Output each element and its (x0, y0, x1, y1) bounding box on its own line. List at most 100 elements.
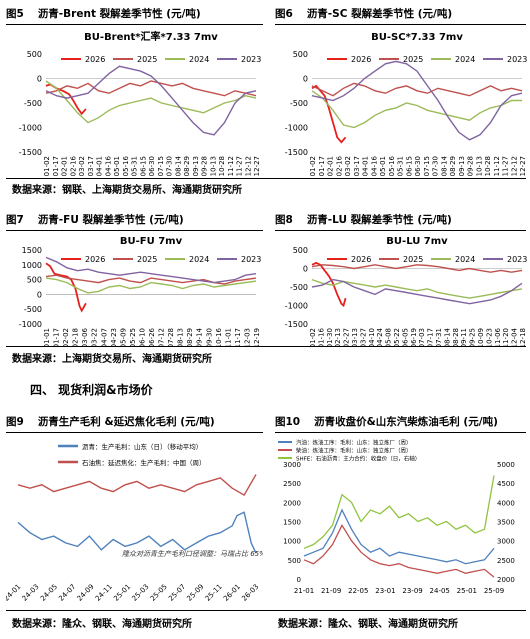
y-tick-label: 500 (27, 50, 42, 59)
x-tick-label: 08-14 (440, 155, 448, 176)
x-tick-label: 05-16 (122, 155, 130, 176)
series-line-2023 (45, 256, 257, 284)
x-tick-label: 01-02 (43, 156, 51, 176)
x-tick-label: 24-09 (76, 583, 96, 603)
x-tick-label: 25-09 (484, 587, 504, 595)
fig10-source: 数据来源：隆众、钢联、海通期货研究所 (278, 619, 458, 630)
legend-label: 石油焦：延迟焦化：生产毛利：中国（周） (82, 458, 206, 467)
y-tick-label: 0 (37, 290, 42, 299)
fig7-label: 图7 (6, 214, 24, 226)
x-tick-label: 06-15 (139, 156, 147, 176)
x-tick-label: 07-15 (157, 156, 165, 176)
x-tick-label: 25-09 (185, 583, 205, 603)
legend-label-2024: 2024 (189, 255, 209, 264)
y-tick-left: 1000 (283, 538, 301, 546)
chart-title: BU-LU 7mv (386, 236, 448, 247)
y-tick-label: 1500 (22, 246, 42, 255)
y-tick-label: 500 (293, 246, 308, 255)
y-tick-label: 500 (27, 276, 42, 285)
x-tick-label: 08-29 (449, 156, 457, 176)
x-tick-label: 26-03 (240, 583, 260, 603)
series-line (303, 508, 495, 565)
chart-title: BU-SC*7.33 7mv (371, 32, 463, 43)
x-tick-label: 07-17 (427, 328, 435, 346)
legend-label-2025: 2025 (403, 55, 423, 64)
fig5-source: 数据来源：钢联、上海期货交易所、海通期货研究所 (12, 185, 242, 196)
x-tick-label: 10-16 (215, 327, 223, 346)
x-tick-label: 03-17 (87, 156, 95, 176)
legend-label-2023: 2023 (241, 255, 261, 264)
y-tick-label: 0 (37, 75, 42, 84)
y-tick-right: 3500 (497, 519, 515, 527)
y-tick-label: -500 (24, 305, 42, 314)
x-tick-label: 03-22 (91, 328, 99, 346)
y-tick-right: 4000 (497, 499, 515, 507)
x-tick-label: 05-01 (113, 156, 121, 176)
x-tick-label: 04-24 (376, 327, 384, 346)
x-tick-label: 08-29 (183, 156, 191, 176)
y-tick-label: -1500 (285, 320, 308, 329)
y-tick-right: 5000 (497, 461, 515, 469)
x-tick-label: 04-10 (368, 328, 376, 346)
fig8-title: 图8 沥青-LU 裂解差季节性 (元/吨) (275, 212, 452, 227)
legend-label-2023: 2023 (241, 55, 261, 64)
y-tick-left: 2500 (283, 480, 301, 488)
y-tick-left: 0 (297, 576, 301, 584)
legend-label-2025: 2025 (137, 55, 157, 64)
series-line-2023 (311, 278, 523, 305)
x-tick-label: 06-05 (401, 328, 409, 346)
x-tick-label: 11-20 (502, 328, 510, 346)
x-tick-label: 09-13 (192, 156, 200, 176)
x-tick-label: 02-13 (334, 328, 342, 346)
fig6-title: 图6 沥青-SC 裂解差季节性 (元/吨) (275, 6, 452, 21)
x-tick-label: 07-31 (435, 328, 443, 346)
x-tick-label: 01-02 (309, 156, 317, 176)
y-tick-label: 1000 (22, 261, 42, 270)
y-tick-label: -500 (290, 99, 308, 108)
series-line-2026 (311, 261, 347, 308)
x-tick-label: 21-01 (294, 587, 314, 595)
y-tick-label: 0 (303, 75, 308, 84)
legend-label-2025: 2025 (137, 255, 157, 264)
x-tick-label: 03-13 (351, 328, 359, 346)
x-tick-label: 04-01 (96, 156, 104, 176)
x-tick-label: 05-01 (379, 156, 387, 176)
x-tick-label: 24-05 (430, 587, 450, 595)
fig8-label: 图8 (275, 214, 293, 226)
note-text: 隆众对沥青生产毛利口径调整：马瑞占比 65%，稀释沥青占比 35% (122, 550, 263, 558)
series-line-2024 (45, 277, 257, 294)
x-tick-label: 05-16 (388, 155, 396, 176)
x-tick-label: 10-09 (477, 328, 485, 346)
series-line-2025 (311, 264, 523, 273)
x-tick-label: 02-27 (343, 328, 351, 346)
chart-title: BU-Brent*汇率*7.33 7mv (84, 30, 218, 43)
x-tick-label: 12-12 (510, 156, 518, 176)
fig5-top-rule (6, 24, 263, 25)
x-tick-label: 12-19 (253, 328, 261, 346)
x-tick-label: 24-07 (57, 583, 77, 603)
y-tick-label: 0 (303, 265, 308, 274)
series-line-2025 (311, 82, 523, 97)
y-tick-left: 1500 (283, 519, 301, 527)
x-tick-label: 05-31 (131, 156, 139, 176)
x-tick-label: 09-30 (205, 328, 213, 346)
y-tick-label: -1500 (285, 148, 308, 157)
fig10-caption: 沥青收盘价&山东汽柴炼油毛利 (元/吨) (314, 416, 498, 428)
fig7-caption: 沥青-FU 裂解差季节性 (元/吨) (37, 214, 184, 226)
x-tick-label: 02-16 (69, 155, 77, 176)
x-tick-label: 03-06 (81, 327, 89, 346)
x-tick-label: 06-19 (410, 328, 418, 346)
x-tick-label: 07-15 (423, 156, 431, 176)
fig7-title: 图7 沥青-FU 裂解差季节性 (元/吨) (6, 212, 184, 227)
x-tick-label: 12-04 (511, 327, 519, 346)
fig10-label: 图10 (275, 416, 301, 428)
fig10-title: 图10 沥青收盘价&山东汽柴炼油毛利 (元/吨) (275, 414, 498, 429)
legend-label-2025: 2025 (403, 255, 423, 264)
legend-label-2024: 2024 (455, 255, 475, 264)
x-tick-label: 07-03 (418, 328, 426, 346)
x-tick-label: 12-27 (519, 156, 527, 176)
x-tick-label: 01-02 (309, 328, 317, 346)
x-tick-label: 09-11 (460, 328, 468, 346)
series-line (17, 474, 257, 497)
y-tick-label: -500 (24, 99, 42, 108)
